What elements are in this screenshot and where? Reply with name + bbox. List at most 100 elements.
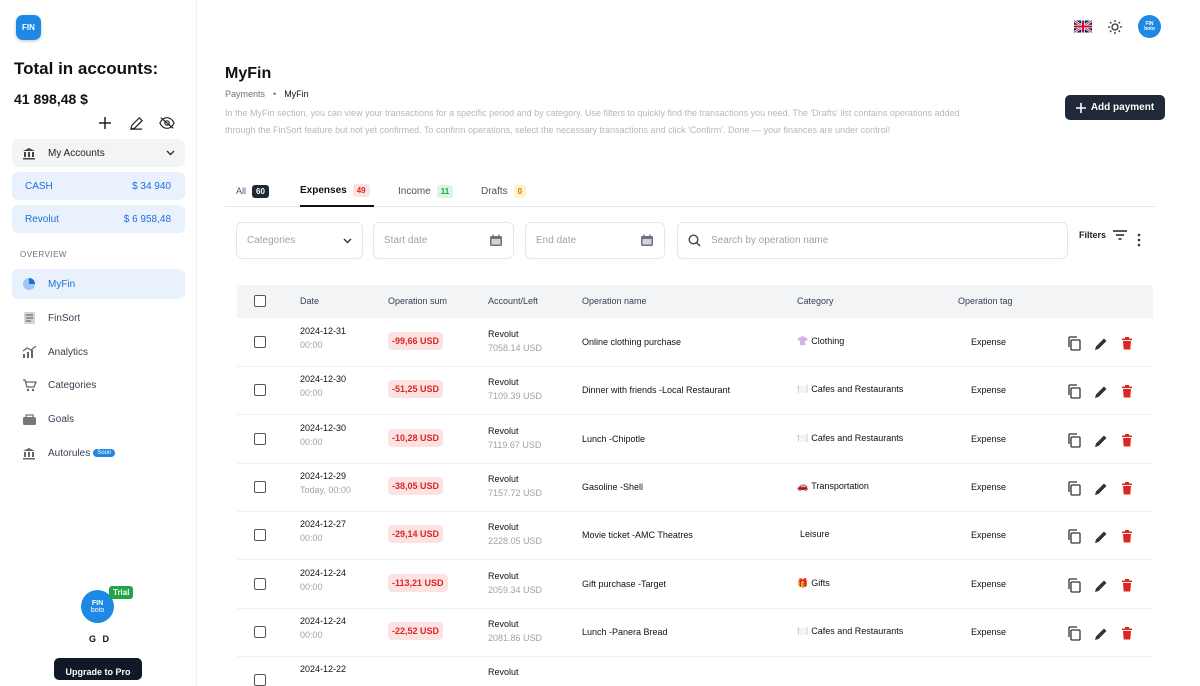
row-checkbox[interactable]: [254, 384, 266, 396]
table-row[interactable]: 2024-12-30 00:00 -10,28 USD Revolut 7119.67 …: [237, 416, 1153, 464]
account-revolut[interactable]: Revolut $ 6 958,48: [12, 205, 185, 233]
table-row[interactable]: 2024-12-29 Today, 00:00 -38,05 USD Revolut 7…: [237, 464, 1153, 512]
row-account-left: 7109.39 USD: [488, 391, 542, 401]
row-checkbox[interactable]: [254, 578, 266, 590]
row-checkbox[interactable]: [254, 674, 266, 686]
row-account: Revolut: [488, 571, 542, 581]
row-actions: [1067, 336, 1133, 351]
column-header[interactable]: Operation sum: [388, 296, 447, 306]
nav-item-autorules[interactable]: Autorules Soon: [12, 438, 185, 468]
nav-item-analytics[interactable]: Analytics: [12, 337, 185, 367]
trash-icon[interactable]: [1121, 385, 1133, 398]
pencil-icon[interactable]: [1094, 482, 1108, 496]
table-row[interactable]: 2024-12-30 00:00 -51,25 USD Revolut 7109.39 …: [237, 367, 1153, 415]
column-header[interactable]: Category: [797, 296, 834, 306]
table-row[interactable]: 2024-12-27 00:00 -29,14 USD Revolut 2228.05 …: [237, 512, 1153, 560]
account-cash[interactable]: CASH $ 34 940: [12, 172, 185, 200]
column-header[interactable]: Operation tag: [958, 296, 1013, 306]
nav-item-categories[interactable]: Categories: [12, 370, 185, 400]
more-options-icon[interactable]: [1136, 233, 1142, 247]
pencil-icon[interactable]: [1094, 627, 1108, 641]
row-account: Revolut: [488, 329, 542, 339]
categories-placeholder: Categories: [247, 235, 295, 246]
eye-off-icon[interactable]: [158, 114, 176, 132]
filters-button[interactable]: Filters: [1079, 230, 1127, 240]
column-header[interactable]: Account/Left: [488, 296, 538, 306]
row-checkbox[interactable]: [254, 481, 266, 493]
table-row[interactable]: 2024-12-22 Revolut: [237, 657, 1153, 686]
select-all-checkbox[interactable]: [254, 295, 266, 307]
copy-icon[interactable]: [1067, 529, 1081, 544]
row-account-left: 2081.86 USD: [488, 633, 542, 643]
pencil-icon[interactable]: [127, 114, 145, 132]
page-title: MyFin: [225, 65, 271, 83]
nav-item-myfin[interactable]: MyFin: [12, 269, 185, 299]
table-row[interactable]: 2024-12-24 00:00 -22,52 USD Revolut 2081.86 …: [237, 609, 1153, 657]
start-date-placeholder: Start date: [384, 235, 427, 246]
column-header[interactable]: Date: [300, 296, 319, 306]
breadcrumb-payments[interactable]: Payments: [225, 89, 265, 99]
copy-icon[interactable]: [1067, 481, 1081, 496]
filters-label: Filters: [1079, 230, 1106, 240]
copy-icon[interactable]: [1067, 578, 1081, 593]
tab-all[interactable]: All 60: [236, 175, 269, 207]
row-checkbox[interactable]: [254, 529, 266, 541]
row-account: Revolut: [488, 377, 542, 387]
account-actions: [96, 114, 176, 132]
app-logo[interactable]: FIN: [16, 15, 41, 40]
pencil-icon[interactable]: [1094, 385, 1108, 399]
copy-icon[interactable]: [1067, 433, 1081, 448]
uk-flag-icon[interactable]: [1074, 20, 1092, 33]
top-bar: FIN boto: [1074, 15, 1161, 38]
row-date: 2024-12-30: [300, 423, 346, 433]
row-account-left: 7058.14 USD: [488, 343, 542, 353]
pencil-icon[interactable]: [1094, 530, 1108, 544]
sun-icon[interactable]: [1107, 19, 1123, 35]
category-name: Gifts: [811, 578, 830, 588]
pencil-icon[interactable]: [1094, 337, 1108, 351]
trash-icon[interactable]: [1121, 530, 1133, 543]
operation-name: Gift purchase -Target: [582, 579, 666, 589]
upgrade-button[interactable]: Upgrade to Pro: [54, 658, 142, 680]
breadcrumb-separator: •: [273, 89, 276, 99]
copy-icon[interactable]: [1067, 384, 1081, 399]
tab-drafts[interactable]: Drafts 0: [481, 175, 526, 207]
row-account-left: 2228.05 USD: [488, 536, 542, 546]
account-amount: $ 6 958,48: [124, 214, 171, 225]
trash-icon[interactable]: [1121, 627, 1133, 640]
header-avatar[interactable]: FIN boto: [1138, 15, 1161, 38]
table-row[interactable]: 2024-12-31 00:00 -99,66 USD Revolut 7058.14 …: [237, 319, 1153, 367]
add-payment-button[interactable]: Add payment: [1065, 95, 1165, 120]
copy-icon[interactable]: [1067, 336, 1081, 351]
row-checkbox[interactable]: [254, 433, 266, 445]
nav-label: Analytics: [48, 347, 88, 358]
trash-icon[interactable]: [1121, 434, 1133, 447]
row-actions: [1067, 384, 1133, 399]
tab-count: 11: [437, 185, 453, 198]
row-checkbox[interactable]: [254, 626, 266, 638]
copy-icon[interactable]: [1067, 626, 1081, 641]
categories-select[interactable]: Categories: [236, 222, 363, 259]
my-accounts-dropdown[interactable]: My Accounts: [12, 139, 185, 167]
start-date-input[interactable]: Start date: [373, 222, 514, 259]
end-date-input[interactable]: End date: [525, 222, 665, 259]
trash-icon[interactable]: [1121, 482, 1133, 495]
plus-icon[interactable]: [96, 114, 114, 132]
search-input[interactable]: Search by operation name: [677, 222, 1068, 259]
nav-item-goals[interactable]: Goals: [12, 404, 185, 434]
row-time: 00:00: [300, 437, 346, 447]
pencil-icon[interactable]: [1094, 579, 1108, 593]
row-date: 2024-12-29: [300, 471, 351, 481]
tab-expenses[interactable]: Expenses 49: [300, 175, 374, 207]
tab-income[interactable]: Income 11: [398, 175, 453, 207]
calendar-icon: [640, 234, 654, 247]
nav-item-finsort[interactable]: FinSort: [12, 303, 185, 333]
trash-icon[interactable]: [1121, 579, 1133, 592]
row-time: 00:00: [300, 388, 346, 398]
table-row[interactable]: 2024-12-24 00:00 -113,21 USD Revolut 2059.34…: [237, 561, 1153, 609]
pencil-icon[interactable]: [1094, 434, 1108, 448]
trash-icon[interactable]: [1121, 337, 1133, 350]
row-checkbox[interactable]: [254, 336, 266, 348]
column-header[interactable]: Operation name: [582, 296, 647, 306]
overview-label: OVERVIEW: [20, 250, 67, 259]
